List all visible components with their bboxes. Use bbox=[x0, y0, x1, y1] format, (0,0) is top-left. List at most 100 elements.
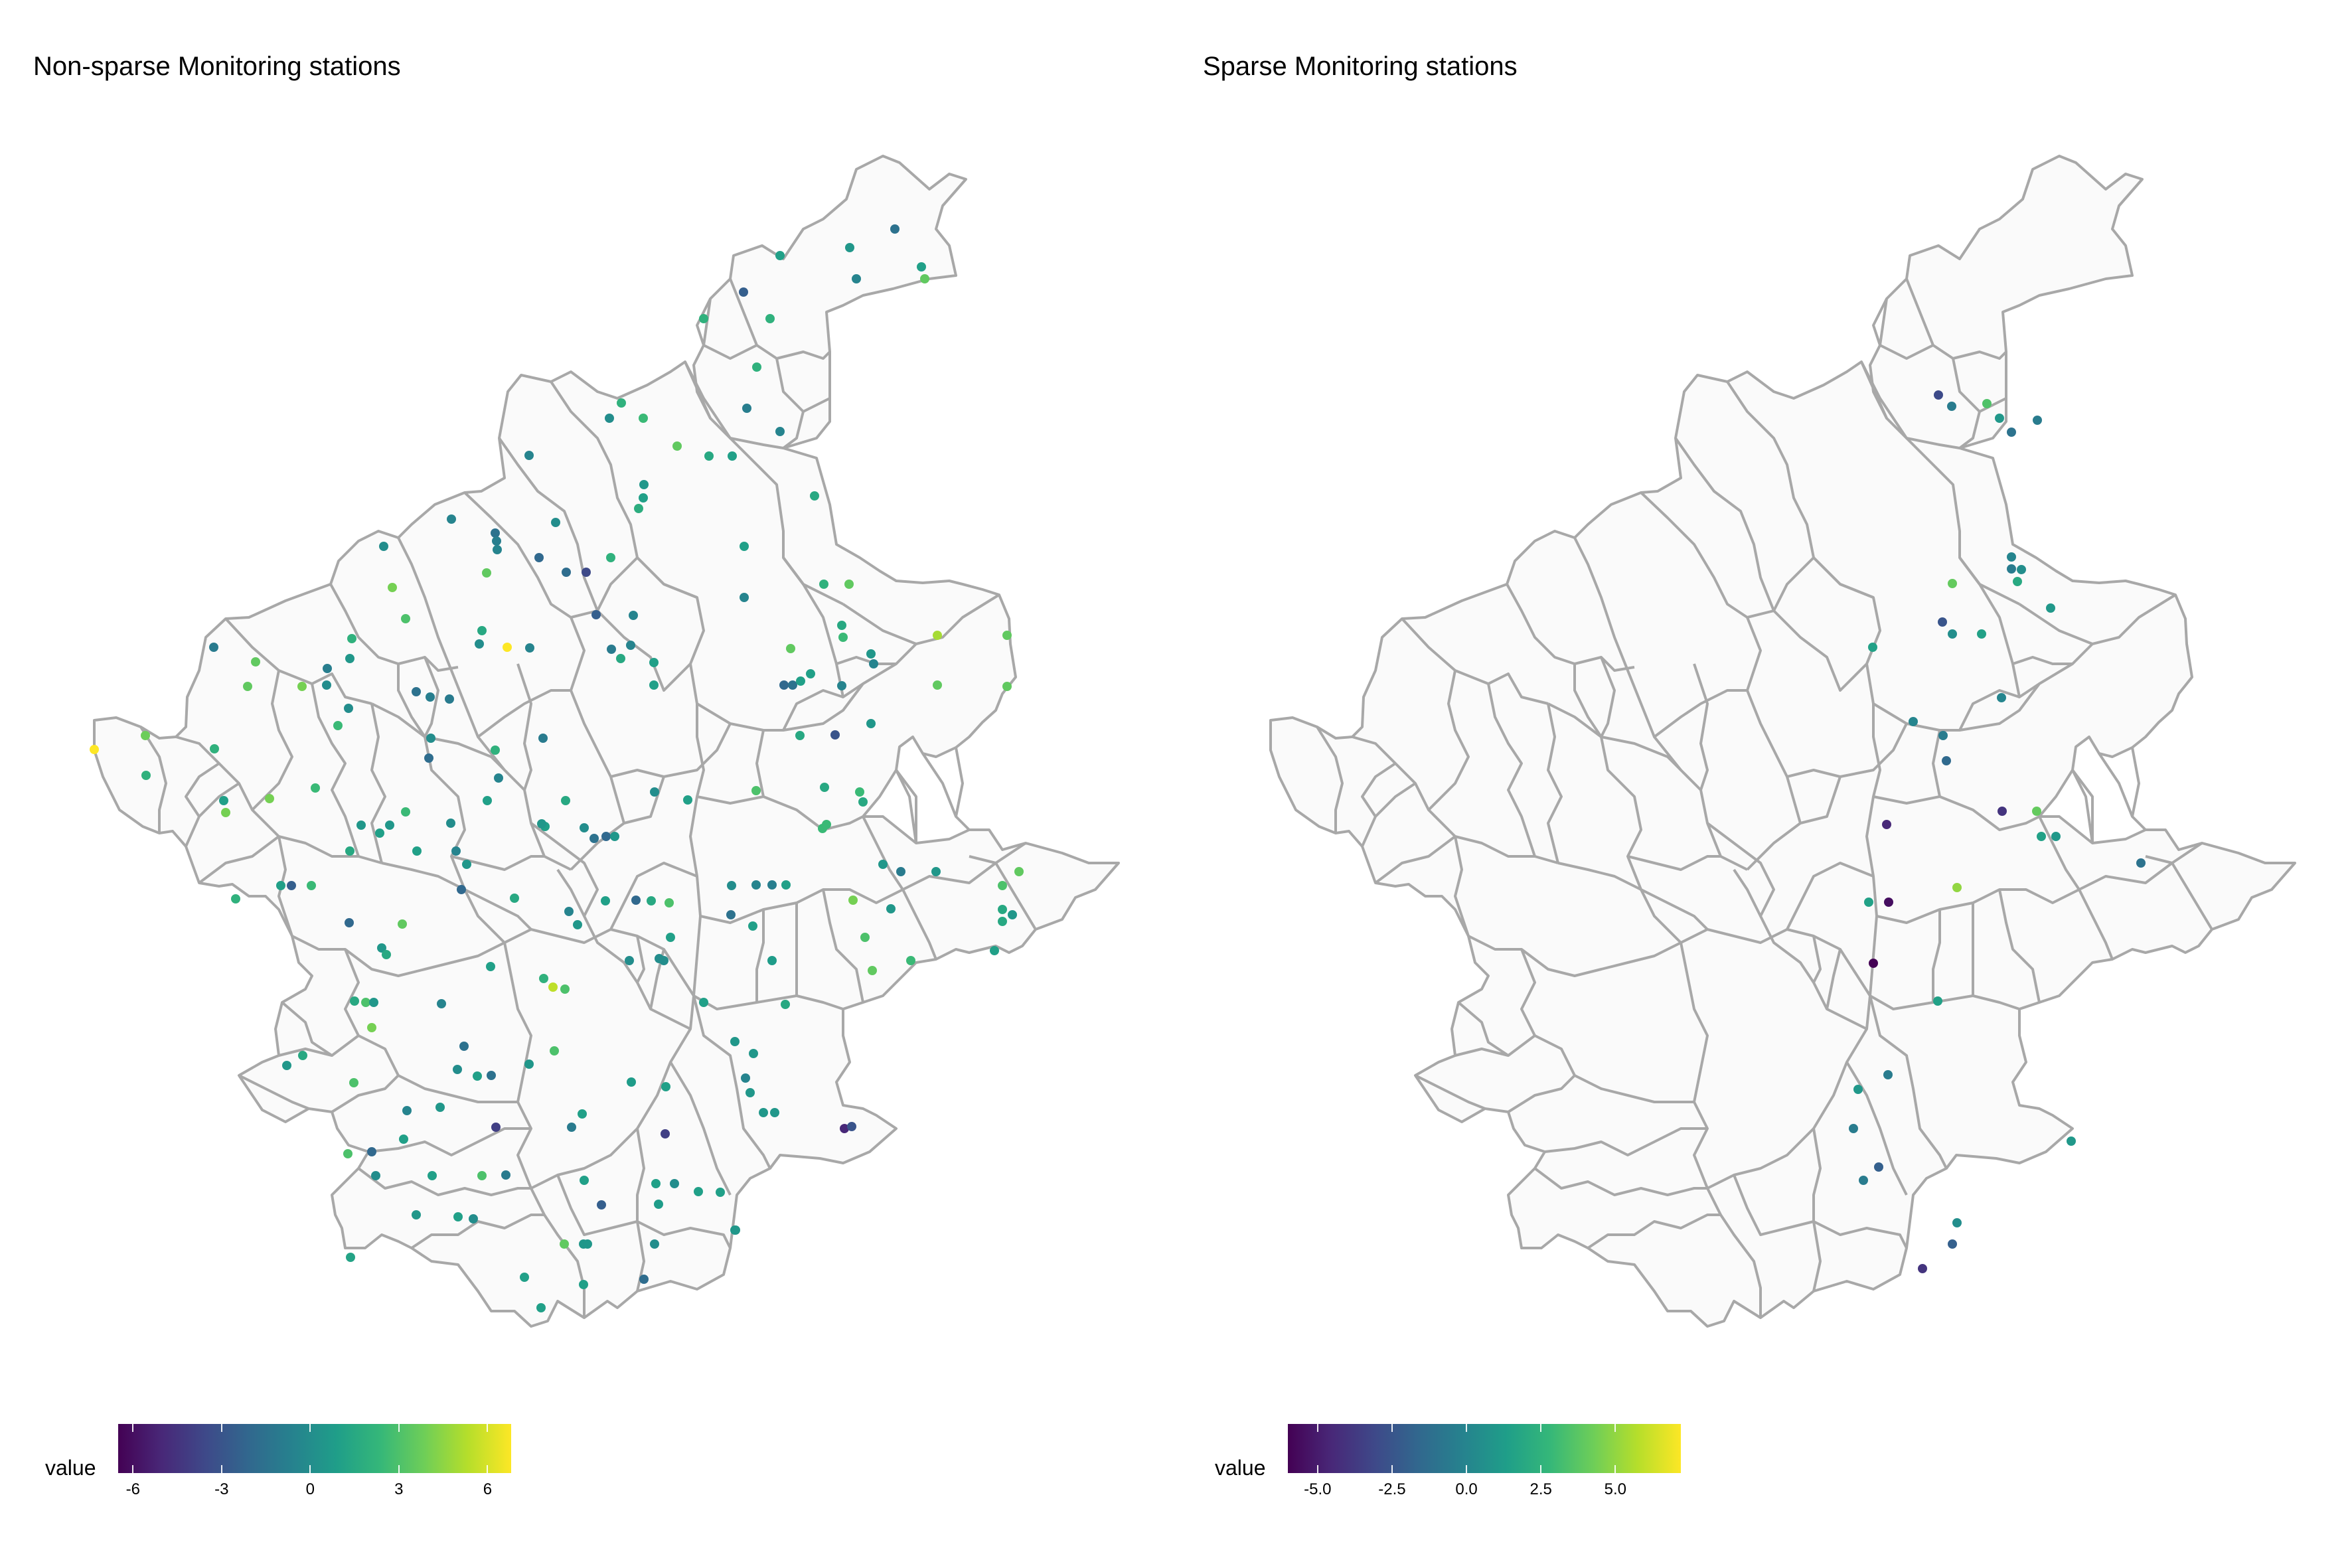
station-point bbox=[639, 414, 648, 423]
station-point bbox=[1982, 399, 1992, 408]
station-point bbox=[990, 946, 999, 955]
station-point bbox=[770, 1108, 779, 1117]
region-boundary bbox=[2012, 656, 2073, 665]
station-point bbox=[1859, 1176, 1868, 1185]
region-boundary bbox=[775, 358, 830, 413]
station-point bbox=[491, 1123, 501, 1132]
station-point bbox=[311, 783, 320, 793]
legend-title: value bbox=[1215, 1456, 1266, 1480]
colorbar-tick-label: -2.5 bbox=[1378, 1480, 1406, 1498]
station-point bbox=[524, 451, 534, 460]
region-boundary bbox=[1507, 1074, 1576, 1113]
station-point bbox=[1998, 807, 2007, 816]
region-boundary bbox=[700, 842, 1027, 924]
region-boundary bbox=[198, 835, 280, 884]
station-point bbox=[344, 704, 353, 713]
station-point bbox=[1882, 820, 1891, 829]
station-point bbox=[539, 974, 548, 983]
region-boundary bbox=[1869, 995, 1948, 1169]
region-boundary bbox=[1627, 855, 1721, 871]
region-boundary bbox=[368, 1127, 531, 1156]
station-point bbox=[578, 1109, 587, 1119]
region-boundary bbox=[1653, 689, 1747, 738]
region-boundary bbox=[1487, 683, 1536, 857]
region-boundary bbox=[1506, 584, 1635, 672]
station-point bbox=[739, 287, 748, 297]
station-point bbox=[141, 731, 150, 740]
colorbar bbox=[118, 1424, 511, 1473]
station-point bbox=[333, 721, 343, 730]
station-point bbox=[2007, 564, 2016, 574]
station-point bbox=[580, 823, 589, 832]
region-boundary bbox=[1786, 862, 1874, 930]
region-boundary bbox=[424, 657, 506, 944]
station-point bbox=[1008, 910, 1017, 919]
region-boundary bbox=[185, 762, 220, 818]
station-point bbox=[579, 1280, 588, 1289]
station-point bbox=[477, 626, 487, 635]
station-point bbox=[868, 966, 877, 975]
region-boundary bbox=[463, 491, 639, 619]
colorbar-tick-label: 5.0 bbox=[1604, 1480, 1627, 1498]
station-point bbox=[694, 1187, 703, 1196]
station-point bbox=[1938, 731, 1948, 740]
station-point bbox=[251, 657, 260, 666]
region-boundary bbox=[596, 609, 692, 692]
region-outline bbox=[1269, 155, 2296, 1328]
region-boundary bbox=[1958, 689, 2020, 731]
station-point bbox=[379, 542, 388, 551]
region-boundary bbox=[1415, 1074, 1486, 1110]
station-point bbox=[412, 687, 421, 696]
region-boundary bbox=[1547, 702, 1682, 771]
station-point bbox=[1948, 1239, 1957, 1249]
station-point bbox=[1942, 756, 1951, 765]
station-point bbox=[931, 867, 941, 876]
station-point bbox=[477, 1171, 487, 1180]
station-point bbox=[1997, 693, 2006, 702]
station-point bbox=[591, 610, 601, 619]
region-boundary bbox=[1544, 1127, 1707, 1156]
station-point bbox=[2037, 832, 2046, 841]
region-boundary bbox=[570, 723, 732, 871]
station-point bbox=[601, 896, 610, 905]
region-boundary bbox=[175, 736, 382, 864]
station-point bbox=[2033, 416, 2042, 425]
region-boundary bbox=[1361, 782, 1417, 847]
region-boundary bbox=[1958, 411, 1981, 449]
station-point bbox=[731, 1225, 740, 1235]
colorbar-tick bbox=[1466, 1424, 1468, 1432]
colorbar-tick bbox=[1316, 1465, 1318, 1473]
legend-title: value bbox=[45, 1456, 96, 1480]
station-point bbox=[437, 999, 446, 1008]
station-point bbox=[651, 1179, 661, 1188]
station-point bbox=[2046, 603, 2055, 613]
station-point bbox=[1938, 617, 1947, 627]
station-point bbox=[852, 274, 861, 283]
region-boundary bbox=[969, 855, 1037, 931]
region-boundary bbox=[692, 995, 771, 1169]
colorbar-tick bbox=[487, 1465, 489, 1473]
station-point bbox=[560, 984, 570, 994]
region-boundary bbox=[311, 683, 360, 857]
station-point bbox=[589, 834, 599, 843]
station-point bbox=[858, 797, 868, 807]
station-point bbox=[866, 719, 876, 728]
station-point bbox=[453, 1212, 463, 1221]
station-point bbox=[361, 998, 370, 1007]
station-point bbox=[631, 896, 641, 905]
station-point bbox=[482, 568, 491, 578]
station-point bbox=[424, 753, 433, 763]
colorbar-tick-label: 6 bbox=[483, 1480, 493, 1498]
station-point bbox=[890, 224, 900, 234]
station-point bbox=[494, 773, 503, 783]
station-point bbox=[473, 1071, 482, 1081]
station-point bbox=[510, 894, 519, 903]
station-point bbox=[457, 885, 466, 894]
region-boundary bbox=[2098, 752, 2134, 817]
station-point bbox=[844, 580, 854, 589]
station-point bbox=[748, 921, 757, 931]
station-point bbox=[210, 744, 219, 753]
station-point bbox=[525, 643, 534, 653]
colorbar-tick bbox=[1614, 1424, 1616, 1432]
region-boundary bbox=[1640, 491, 1815, 619]
